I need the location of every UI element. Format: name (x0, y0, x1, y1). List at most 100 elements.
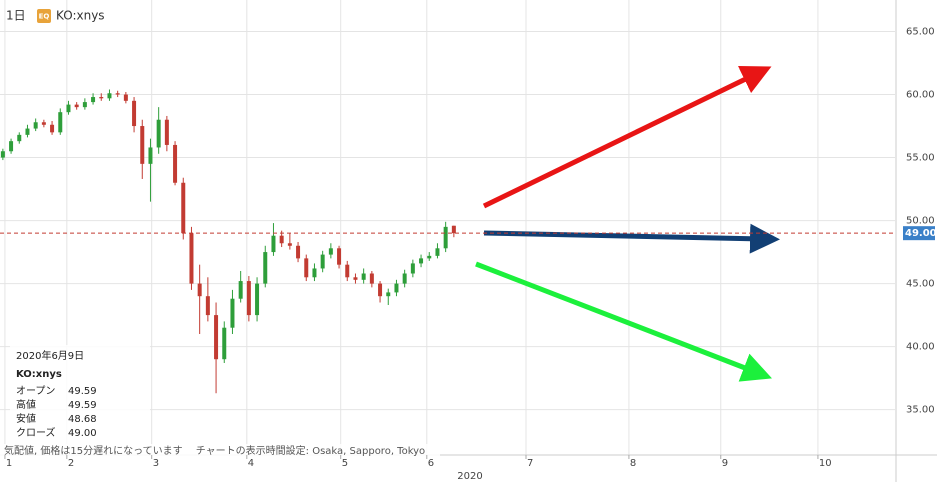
x-tick-label: 3 (153, 458, 159, 469)
arrows (475, 66, 780, 382)
candle-body (25, 128, 30, 135)
candle-body (386, 292, 391, 297)
info-rows: オープン 49.59 高値 49.59 安値 48.68 クローズ 49.00 (16, 385, 97, 439)
info-label: クローズ (16, 426, 56, 439)
info-label: 安値 (16, 412, 36, 425)
candle-body (123, 94, 128, 101)
x-tick-label: 9 (722, 458, 728, 469)
y-tick-label: 60.00 (906, 90, 935, 101)
candle-body (33, 122, 38, 129)
candle-body (402, 273, 407, 284)
y-tick-label: 65.00 (906, 27, 935, 38)
x-axis-year: 2020 (457, 471, 482, 482)
candle-body (345, 264, 350, 278)
candle-body (41, 122, 46, 125)
price-tag-bg (903, 226, 935, 241)
candle-body (58, 112, 63, 133)
info-value: 49.59 (68, 386, 97, 397)
candle-body (0, 151, 5, 158)
candle-body (394, 283, 399, 293)
candles (0, 89, 456, 394)
grid (0, 0, 895, 455)
x-tick-label: 2 (68, 458, 74, 469)
note-bg (0, 444, 440, 456)
candle-body (410, 263, 415, 274)
info-label: 高値 (16, 398, 36, 411)
candle-body (181, 182, 186, 234)
candle-body (271, 235, 276, 253)
x-tick-label: 7 (527, 458, 533, 469)
candle-body (255, 283, 260, 316)
candle-body (214, 315, 219, 360)
badge: EQ (39, 13, 50, 21)
note: 気配値, 価格は15分遅れになっています チャートの表示時間設定: Osaka,… (4, 444, 425, 457)
symbol: KO:xnys (56, 9, 105, 23)
candle-body (82, 102, 87, 108)
y-tick-label: 40.00 (906, 342, 935, 353)
candle-body (246, 281, 251, 316)
candle-body (173, 144, 178, 183)
candle-body (312, 268, 317, 278)
y-tick-label: 55.00 (906, 153, 935, 164)
candle-body (263, 252, 268, 284)
candle-body (148, 147, 153, 164)
candle-body (164, 119, 169, 145)
candle-body (99, 97, 104, 99)
candle-body (279, 235, 284, 244)
price-tag: 49.00 (905, 228, 937, 239)
x-tick-label: 6 (428, 458, 434, 469)
x-tick-label: 1 (6, 458, 12, 469)
candle-body (91, 97, 96, 103)
info-box (10, 345, 150, 445)
candle-body (443, 226, 448, 249)
candle-body (74, 104, 79, 108)
x-tick-label: 10 (819, 458, 832, 469)
info-value: 48.68 (68, 414, 97, 425)
candle-body (230, 298, 235, 328)
interval: 1日 (6, 9, 26, 23)
y-tick-label: 50.00 (906, 216, 935, 227)
candle-body (353, 277, 358, 280)
candle-body (361, 273, 366, 280)
candle-body (107, 93, 112, 99)
candle-body (369, 273, 374, 284)
arrow-flat (483, 223, 780, 254)
candle-body (140, 126, 145, 164)
x-tick-label: 8 (630, 458, 636, 469)
y-tick-label: 45.00 (906, 279, 935, 290)
y-tick-label: 35.00 (906, 405, 935, 416)
candle-body (378, 283, 383, 297)
candle-body (66, 104, 71, 113)
arrow-down (475, 261, 772, 382)
info-value: 49.59 (68, 400, 97, 411)
candle-body (222, 327, 227, 360)
info-label: オープン (16, 385, 55, 397)
x-tick-label: 4 (248, 458, 254, 469)
candle-body (296, 245, 301, 259)
candle-body (17, 134, 22, 142)
candle-body (427, 255, 432, 259)
candle-body (50, 124, 55, 133)
info-value: 49.00 (68, 428, 97, 439)
candle-body (287, 243, 292, 246)
info-symbol: KO:xnys (16, 369, 62, 380)
candle-body (9, 141, 14, 152)
candle-body (238, 281, 243, 299)
candle-body (205, 296, 210, 316)
candle-body (337, 248, 342, 265)
candle-body (328, 248, 333, 255)
badge-bg (37, 9, 51, 23)
arrow-up (482, 66, 772, 209)
candle-body (304, 258, 309, 278)
candle-body (451, 225, 456, 234)
candle-body (197, 283, 202, 297)
candle-body (320, 254, 325, 269)
candle-body (189, 233, 194, 284)
candle-body (435, 248, 440, 256)
info-date: 2020年6月9日 (16, 349, 84, 362)
candle-body (115, 93, 120, 95)
candle-body (419, 258, 424, 264)
candle-body (156, 119, 161, 148)
